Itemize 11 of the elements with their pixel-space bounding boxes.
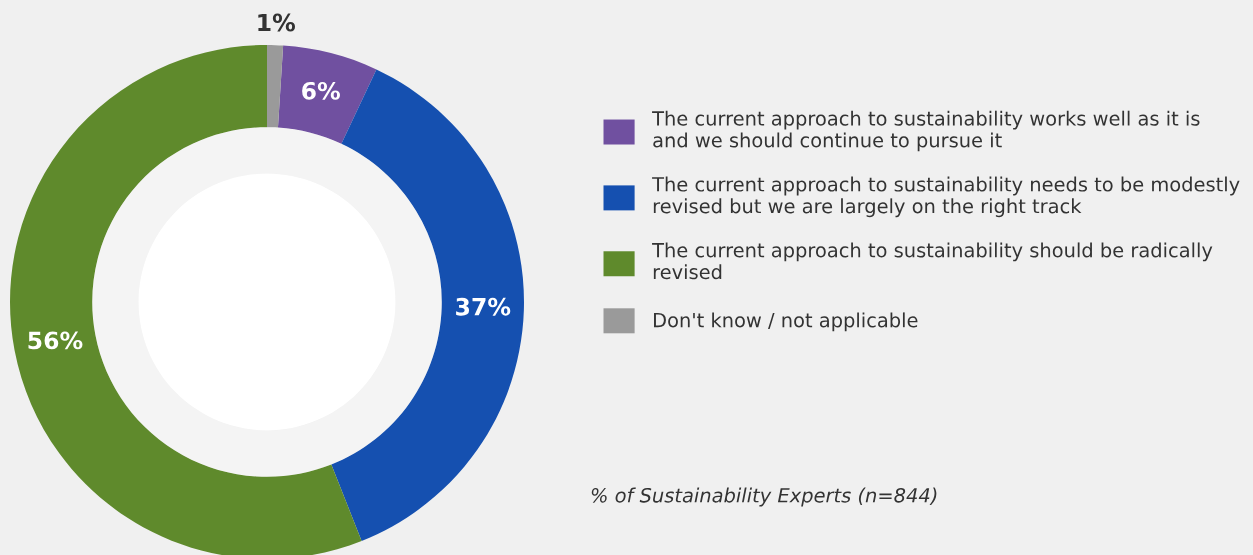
legend-label: Don't know / not applicable bbox=[654, 312, 918, 332]
donut-slice bbox=[267, 45, 284, 128]
data-label: 56% bbox=[28, 331, 83, 350]
text: % of Sustainability Experts (n=844) bbox=[591, 487, 937, 507]
legend-label: The current approach to sustainability needs to be modestly revised but we are largely on the right track bbox=[652, 176, 1240, 218]
legend-label: The current approach to sustainability works well as it is and we should continue to pursue it bbox=[652, 110, 1200, 152]
donut-slice bbox=[277, 45, 377, 144]
legend-label: The current approach to sustainability should be radically revised bbox=[652, 242, 1213, 280]
data-label: 6% bbox=[302, 81, 340, 100]
data-label: 37% bbox=[456, 297, 511, 316]
data-label: 1% bbox=[258, 13, 296, 32]
